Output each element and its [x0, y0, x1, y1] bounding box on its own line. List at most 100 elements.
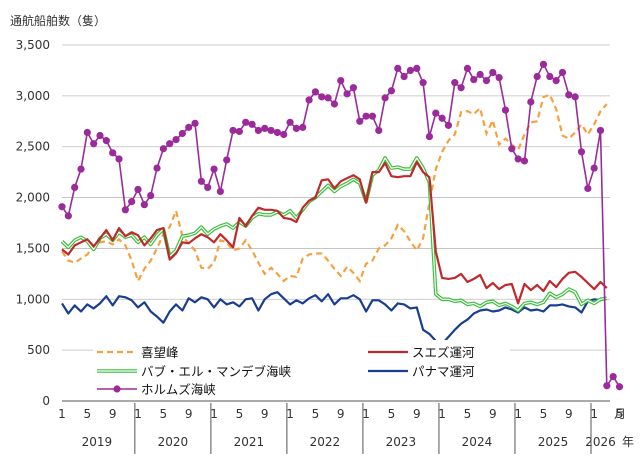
- series-point-hormuz: [349, 84, 358, 92]
- x-tick-month: 1: [286, 407, 294, 421]
- series-point-hormuz: [178, 129, 186, 138]
- series-point-hormuz: [153, 164, 161, 172]
- series-point-hormuz: [337, 77, 345, 85]
- series-point-hormuz: [58, 203, 66, 211]
- series-line-panama: [61, 291, 608, 346]
- series-point-hormuz: [204, 183, 212, 191]
- series-point-hormuz: [451, 79, 459, 87]
- series-point-hormuz: [590, 164, 598, 172]
- series-point-hormuz: [463, 64, 472, 72]
- series-point-hormuz: [432, 109, 440, 117]
- series-point-hormuz: [375, 126, 383, 135]
- series-point-hormuz: [267, 126, 275, 135]
- series-point-hormuz: [109, 149, 117, 157]
- series-point-hormuz: [90, 140, 98, 148]
- series-point-hormuz: [546, 72, 554, 81]
- x-tick-month: 5: [388, 407, 396, 421]
- series-point-hormuz: [413, 64, 421, 72]
- series-line-bab-el-mandeb-inner: [61, 157, 607, 312]
- series-point-hormuz: [470, 75, 478, 84]
- series-point-hormuz: [64, 212, 72, 220]
- series-point-hormuz: [501, 106, 510, 114]
- series-point-hormuz: [134, 185, 142, 194]
- y-axis-title: 通航船舶数（隻）: [10, 13, 106, 28]
- y-tick-label: 3,500: [16, 38, 50, 52]
- series-point-hormuz: [254, 126, 262, 135]
- series-point-hormuz: [242, 118, 250, 126]
- x-tick-month: 1: [134, 407, 142, 421]
- x-tick-month: 5: [160, 407, 168, 421]
- y-tick-label: 1,000: [16, 292, 50, 306]
- legend-label: スエズ運河: [412, 345, 475, 360]
- series-point-hormuz: [216, 187, 224, 196]
- series-point-hormuz: [425, 132, 434, 141]
- series-point-hormuz: [115, 155, 123, 163]
- x-tick-month: 5: [464, 407, 472, 421]
- series-point-hormuz: [533, 72, 541, 81]
- x-axis: 1 5 9 1 5 9 1 5 9 1 5 9 1 5 9 1 5 9 1 5 9 1 5 2019 2020 2021 2022 2…: [58, 403, 623, 454]
- series-point-hormuz: [400, 72, 408, 81]
- series-point-hormuz: [235, 127, 243, 136]
- x-tick-year: 2023: [386, 435, 417, 449]
- legend-label: ホルムズ海峡: [141, 382, 216, 397]
- series-point-hormuz: [318, 93, 326, 101]
- series-point-hormuz: [121, 206, 129, 214]
- series-point-hormuz: [356, 117, 364, 125]
- x-tick-month: 9: [261, 407, 269, 421]
- series-point-hormuz: [615, 383, 624, 391]
- legend-label: パナマ運河: [412, 364, 475, 379]
- x-tick-month: 5: [312, 407, 320, 421]
- x-tick-year: 2024: [462, 435, 493, 449]
- series-point-hormuz: [159, 145, 167, 153]
- x-tick-month: 1: [362, 407, 370, 421]
- x-tick-year: 2026: [585, 435, 616, 449]
- series-point-hormuz: [166, 140, 174, 148]
- x-tick-month: 5: [84, 407, 92, 421]
- series-point-hormuz: [419, 79, 427, 87]
- x-tick-month: 9: [489, 407, 497, 421]
- series-point-hormuz: [577, 148, 586, 156]
- series-point-hormuz: [102, 137, 110, 145]
- x-tick-year: 2025: [538, 435, 569, 449]
- series-point-hormuz: [330, 100, 339, 108]
- series-point-hormuz: [603, 382, 611, 390]
- series-point-hormuz: [77, 165, 85, 173]
- x-tick-month: 1: [438, 407, 446, 421]
- x-axis-month-unit: 月: [614, 407, 626, 421]
- series-point-hormuz: [565, 91, 573, 99]
- series-layer: [58, 60, 624, 391]
- series-point-hormuz: [596, 126, 605, 135]
- series-point-hormuz: [539, 60, 548, 68]
- y-tick-label: 2,500: [16, 140, 50, 154]
- series-point-hormuz: [286, 118, 294, 126]
- series-point-hormuz: [280, 130, 288, 139]
- series-point-hormuz: [229, 126, 237, 135]
- series-point-hormuz: [438, 114, 446, 122]
- series-point-hormuz: [584, 184, 592, 193]
- series-point-hormuz: [609, 372, 617, 381]
- series-point-hormuz: [83, 128, 91, 137]
- series-point-hormuz: [96, 131, 104, 140]
- series-point-hormuz: [527, 98, 535, 106]
- series-point-hormuz: [552, 77, 560, 85]
- series-point-hormuz: [191, 119, 199, 127]
- series-point-hormuz: [362, 112, 370, 120]
- series-point-hormuz: [128, 198, 136, 206]
- series-point-hormuz: [147, 191, 155, 200]
- x-tick-year: 2022: [310, 435, 341, 449]
- x-tick-month: 9: [565, 407, 573, 421]
- series-point-hormuz: [520, 157, 529, 165]
- series-point-hormuz: [381, 94, 389, 102]
- series-point-hormuz: [210, 165, 218, 173]
- x-tick-month: 1: [514, 407, 522, 421]
- series-point-hormuz: [571, 93, 579, 101]
- series-point-hormuz: [248, 120, 256, 128]
- legend-marker-hormuz: [113, 385, 121, 393]
- series-point-hormuz: [311, 88, 320, 96]
- series-point-hormuz: [324, 94, 332, 102]
- series-point-hormuz: [394, 64, 402, 72]
- y-axis: 0 500 1,000 1,500 2,000 2,500 3,000 3,500: [16, 38, 50, 408]
- series-point-hormuz: [444, 121, 453, 129]
- legend-label: 喜望峰: [141, 345, 179, 360]
